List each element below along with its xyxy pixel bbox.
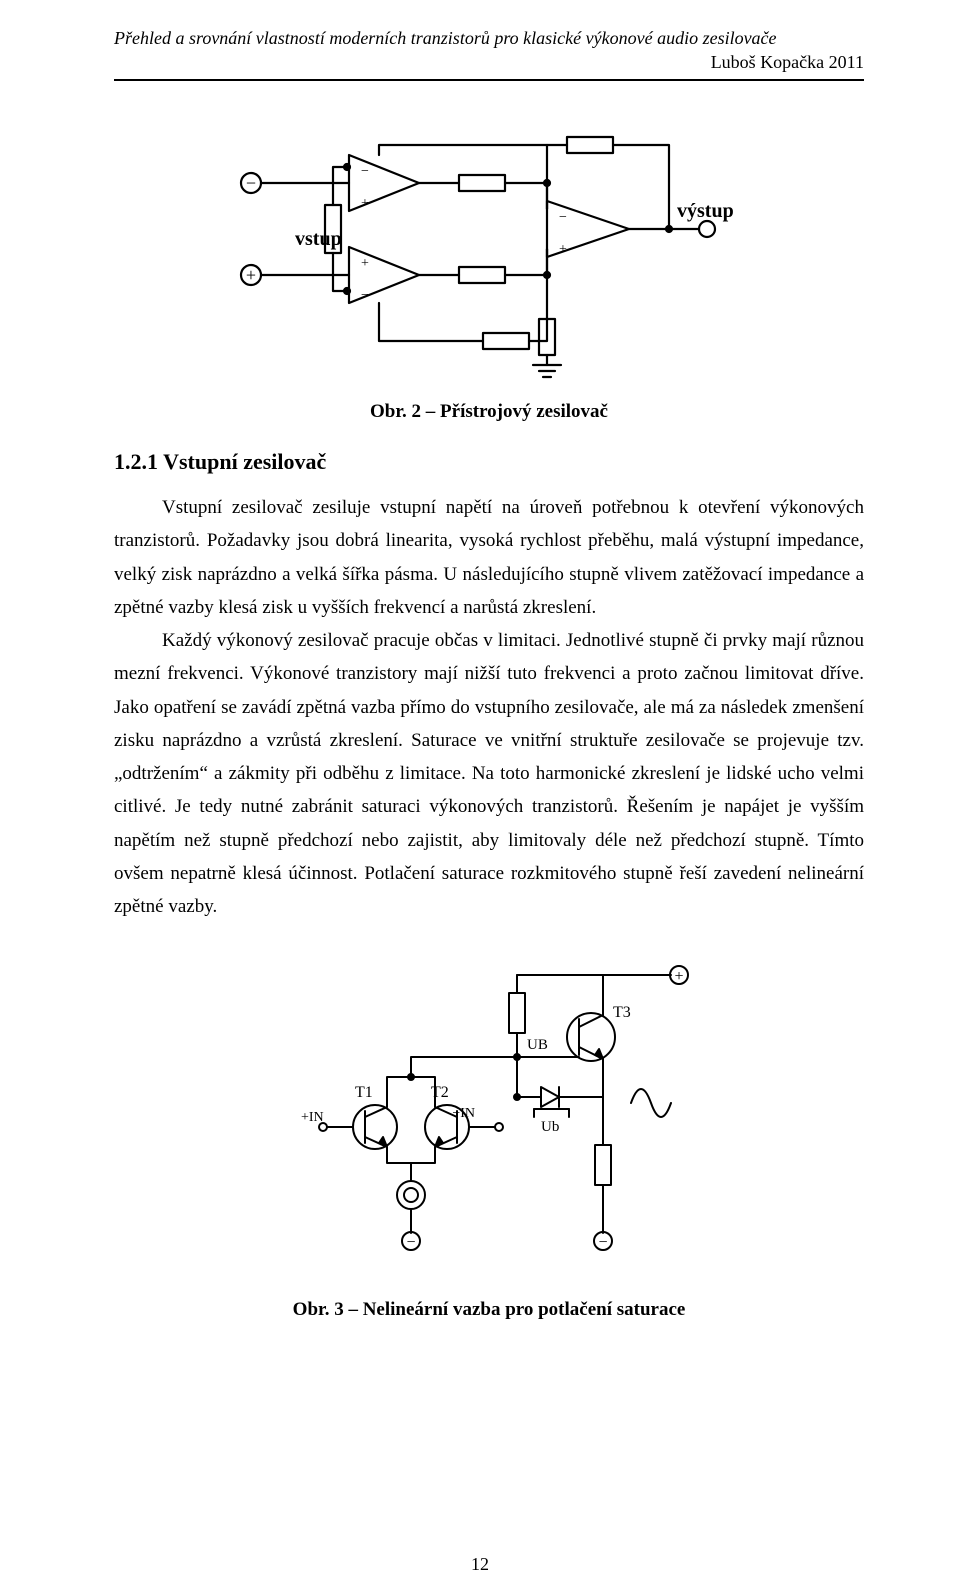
page: Přehled a srovnání vlastností moderních … — [0, 0, 960, 1595]
svg-text:+: + — [674, 968, 683, 985]
fig2-label-minus-in: −IN — [452, 1106, 475, 1121]
svg-text:−: − — [361, 288, 369, 303]
fig2-label-plus-in: +IN — [301, 1110, 324, 1125]
svg-text:+: + — [246, 265, 256, 285]
header-rule — [114, 79, 864, 81]
header-author: Luboš Kopačka 2011 — [114, 52, 864, 74]
paragraph-1: Vstupní zesilovač zesiluje vstupní napět… — [114, 491, 864, 624]
fig2-label-t2: T2 — [431, 1084, 449, 1101]
svg-text:−: − — [406, 1234, 415, 1251]
paragraph-2: Každý výkonový zesilovač pracuje občas v… — [114, 624, 864, 923]
svg-text:+: + — [361, 196, 369, 211]
fig2-label-ub: UB — [527, 1037, 548, 1053]
fig2-label-t3: T3 — [613, 1004, 631, 1021]
svg-text:−: − — [361, 164, 369, 179]
svg-text:−: − — [246, 173, 256, 193]
figure1-caption: Obr. 2 – Přístrojový zesilovač — [114, 401, 864, 423]
figure-nonlinear-feedback: + T3 UB Ub — [279, 957, 699, 1277]
page-header: Přehled a srovnání vlastností moderních … — [114, 28, 864, 73]
svg-text:+: + — [361, 256, 369, 271]
svg-text:−: − — [598, 1234, 607, 1251]
header-title: Přehled a srovnání vlastností moderních … — [114, 28, 864, 50]
figure2-caption: Obr. 3 – Nelineární vazba pro potlačení … — [114, 1299, 864, 1321]
page-number: 12 — [0, 1554, 960, 1575]
section-heading: 1.2.1 Vstupní zesilovač — [114, 449, 864, 475]
fig2-label-t1: T1 — [355, 1084, 373, 1101]
fig1-label-vystup: výstup — [677, 200, 734, 222]
fig1-label-vstup: vstup — [295, 228, 342, 250]
svg-text:−: − — [559, 210, 567, 225]
svg-text:+: + — [559, 242, 567, 257]
figure-instrumentation-amp: − + − + + − — [229, 109, 749, 379]
fig2-label-ub2: Ub — [541, 1119, 559, 1135]
